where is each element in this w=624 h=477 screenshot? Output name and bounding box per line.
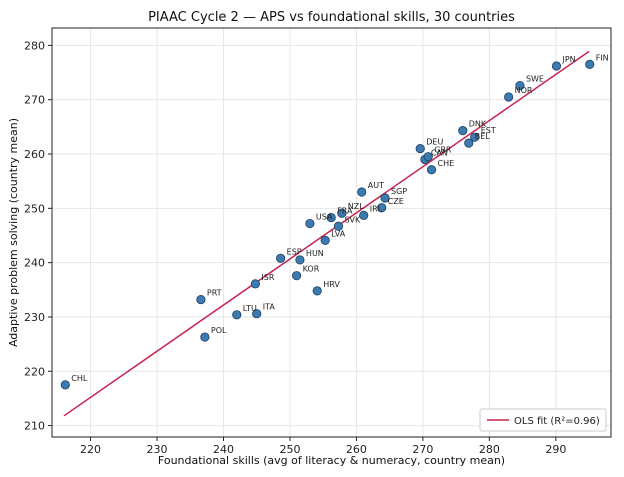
- point-label-hun: HUN: [306, 249, 324, 258]
- legend: OLS fit (R²=0.96): [479, 408, 607, 432]
- y-axis-title: Adaptive problem solving (country mean): [7, 118, 20, 347]
- data-point-nzl: [337, 208, 347, 218]
- point-label-bel: BEL: [475, 132, 491, 141]
- y-tick-label: 210: [24, 420, 45, 433]
- point-label-che: CHE: [438, 159, 455, 168]
- point-label-prt: PRT: [207, 289, 222, 298]
- point-label-fra: FRA: [337, 207, 353, 216]
- x-tick-label: 240: [213, 443, 234, 456]
- axis-ticks: 220 230 240 250 260 270 280 290 210 220 230 240 250 2…: [24, 39, 566, 456]
- x-tick-label: 280: [479, 443, 500, 456]
- point-label-hrv: HRV: [323, 280, 340, 289]
- legend-box: [479, 408, 607, 432]
- point-label-chl: CHL: [71, 374, 88, 383]
- point-label-esp: ESP: [287, 247, 302, 256]
- data-point-swe: [515, 80, 525, 91]
- point-label-kor: KOR: [303, 265, 320, 274]
- y-tick-label: 280: [24, 39, 45, 52]
- data-point-jpn: [551, 61, 562, 71]
- point-label-ltu: LTU: [243, 304, 257, 313]
- data-point-aut: [357, 187, 367, 197]
- data-point-chl: [60, 380, 70, 390]
- x-axis-title: Foundational skills (avg of literacy & n…: [158, 454, 505, 467]
- point-label-lva: LVA: [331, 229, 346, 238]
- point-label-isr: ISR: [261, 273, 274, 282]
- point-label-deu: DEU: [426, 138, 443, 147]
- y-tick-label: 260: [24, 148, 45, 161]
- point-label-aut: AUT: [368, 181, 384, 190]
- point-label-usa: USA: [316, 213, 333, 222]
- data-point-kor: [292, 271, 302, 281]
- data-point-prt: [196, 294, 206, 305]
- data-point-hrv: [312, 286, 322, 296]
- point-label-can: CAN: [431, 148, 448, 157]
- data-point-esp: [276, 253, 286, 263]
- point-label-irl: IRL: [370, 204, 383, 213]
- y-tick-label: 270: [24, 94, 45, 107]
- point-label-swe: SWE: [526, 75, 544, 84]
- x-tick-label: 230: [147, 443, 168, 456]
- data-point-ltu: [232, 310, 242, 320]
- chart-title: PIAAC Cycle 2 — APS vs foundational skil…: [148, 10, 515, 25]
- data-point-ita: [252, 309, 262, 319]
- x-tick-label: 290: [545, 443, 566, 456]
- point-label-dnk: DNK: [469, 120, 487, 129]
- fit-line-layer: [63, 50, 590, 417]
- data-point-sgp: [380, 193, 390, 203]
- legend-label: OLS fit (R²=0.96): [514, 416, 600, 427]
- x-tick-label: 260: [346, 443, 367, 456]
- point-label-est: EST: [481, 126, 496, 135]
- data-point-nor: [504, 92, 514, 102]
- point-label-fin: FIN: [596, 53, 609, 62]
- data-point-est: [470, 132, 480, 142]
- point-label-jpn: JPN: [561, 55, 575, 64]
- data-point-pol: [200, 332, 210, 342]
- x-tick-label: 270: [412, 443, 433, 456]
- y-tick-label: 230: [24, 311, 45, 324]
- point-label-nor: NOR: [515, 86, 533, 95]
- points-layer: [60, 59, 595, 390]
- point-label-pol: POL: [211, 326, 227, 335]
- data-point-bel: [464, 138, 474, 148]
- y-tick-label: 250: [24, 202, 45, 215]
- point-label-sgp: SGP: [391, 187, 407, 196]
- data-point-hun: [295, 255, 305, 265]
- data-point-usa: [305, 218, 315, 229]
- data-point-gbr: [423, 152, 433, 162]
- y-tick-label: 220: [24, 365, 45, 378]
- data-point-fin: [585, 59, 595, 69]
- data-point-irl: [359, 210, 369, 220]
- data-point-isr: [250, 279, 260, 289]
- data-point-cze: [377, 203, 387, 213]
- x-tick-label: 220: [80, 443, 101, 456]
- ols-fit-line: [63, 50, 590, 417]
- x-tick-label: 250: [279, 443, 300, 456]
- data-point-fra: [326, 212, 336, 223]
- data-point-che: [426, 165, 437, 175]
- data-point-lva: [320, 235, 330, 245]
- point-label-gbr: GBR: [434, 146, 452, 155]
- y-tick-label: 240: [24, 257, 45, 270]
- point-label-ita: ITA: [263, 303, 276, 312]
- point-label-nzl: NZL: [348, 202, 364, 211]
- grid-lines: [52, 28, 611, 437]
- point-label-svk: SVK: [344, 215, 361, 224]
- data-point-deu: [415, 143, 425, 154]
- point-label-cze: CZE: [388, 197, 404, 206]
- data-point-svk: [333, 221, 344, 231]
- plot-area-frame: [51, 27, 612, 438]
- data-point-dnk: [458, 126, 468, 136]
